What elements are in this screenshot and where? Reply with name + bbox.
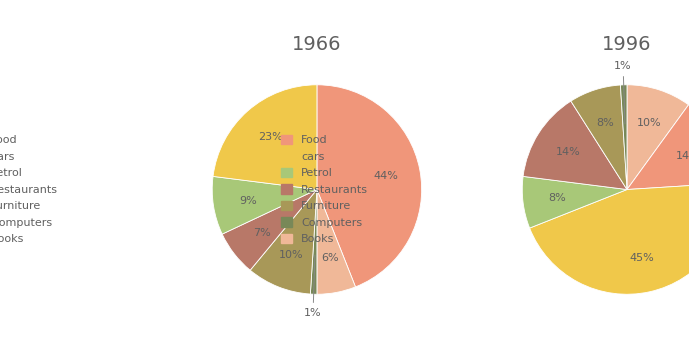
Text: 8%: 8% bbox=[548, 193, 566, 203]
Wedge shape bbox=[523, 101, 627, 190]
Text: 8%: 8% bbox=[597, 118, 614, 128]
Text: 6%: 6% bbox=[321, 253, 339, 264]
Text: 1%: 1% bbox=[305, 255, 322, 318]
Title: 1996: 1996 bbox=[602, 35, 652, 54]
Wedge shape bbox=[213, 85, 317, 190]
Wedge shape bbox=[317, 190, 356, 294]
Text: 14%: 14% bbox=[676, 151, 689, 161]
Text: 1%: 1% bbox=[615, 61, 632, 124]
Text: 10%: 10% bbox=[637, 118, 661, 128]
Legend: Food, cars, Petrol, Restaurants, Furniture, Computers, Books: Food, cars, Petrol, Restaurants, Furnitu… bbox=[279, 132, 371, 247]
Wedge shape bbox=[627, 85, 688, 190]
Wedge shape bbox=[620, 85, 627, 190]
Wedge shape bbox=[222, 190, 317, 270]
Text: 23%: 23% bbox=[258, 132, 283, 142]
Wedge shape bbox=[530, 183, 689, 294]
Wedge shape bbox=[571, 85, 627, 190]
Title: 1966: 1966 bbox=[292, 35, 342, 54]
Text: 7%: 7% bbox=[253, 227, 270, 238]
Wedge shape bbox=[522, 177, 627, 228]
Text: 14%: 14% bbox=[555, 147, 580, 157]
Text: 45%: 45% bbox=[630, 253, 655, 263]
Text: 9%: 9% bbox=[239, 196, 256, 205]
Wedge shape bbox=[627, 105, 689, 190]
Text: 44%: 44% bbox=[373, 171, 398, 181]
Wedge shape bbox=[310, 190, 317, 294]
Wedge shape bbox=[212, 177, 317, 234]
Legend: Food, cars, Petrol, Restaurants, Furniture, Computers, Books: Food, cars, Petrol, Restaurants, Furnitu… bbox=[0, 132, 61, 247]
Wedge shape bbox=[317, 85, 422, 287]
Text: 10%: 10% bbox=[279, 250, 303, 260]
Wedge shape bbox=[250, 190, 317, 294]
